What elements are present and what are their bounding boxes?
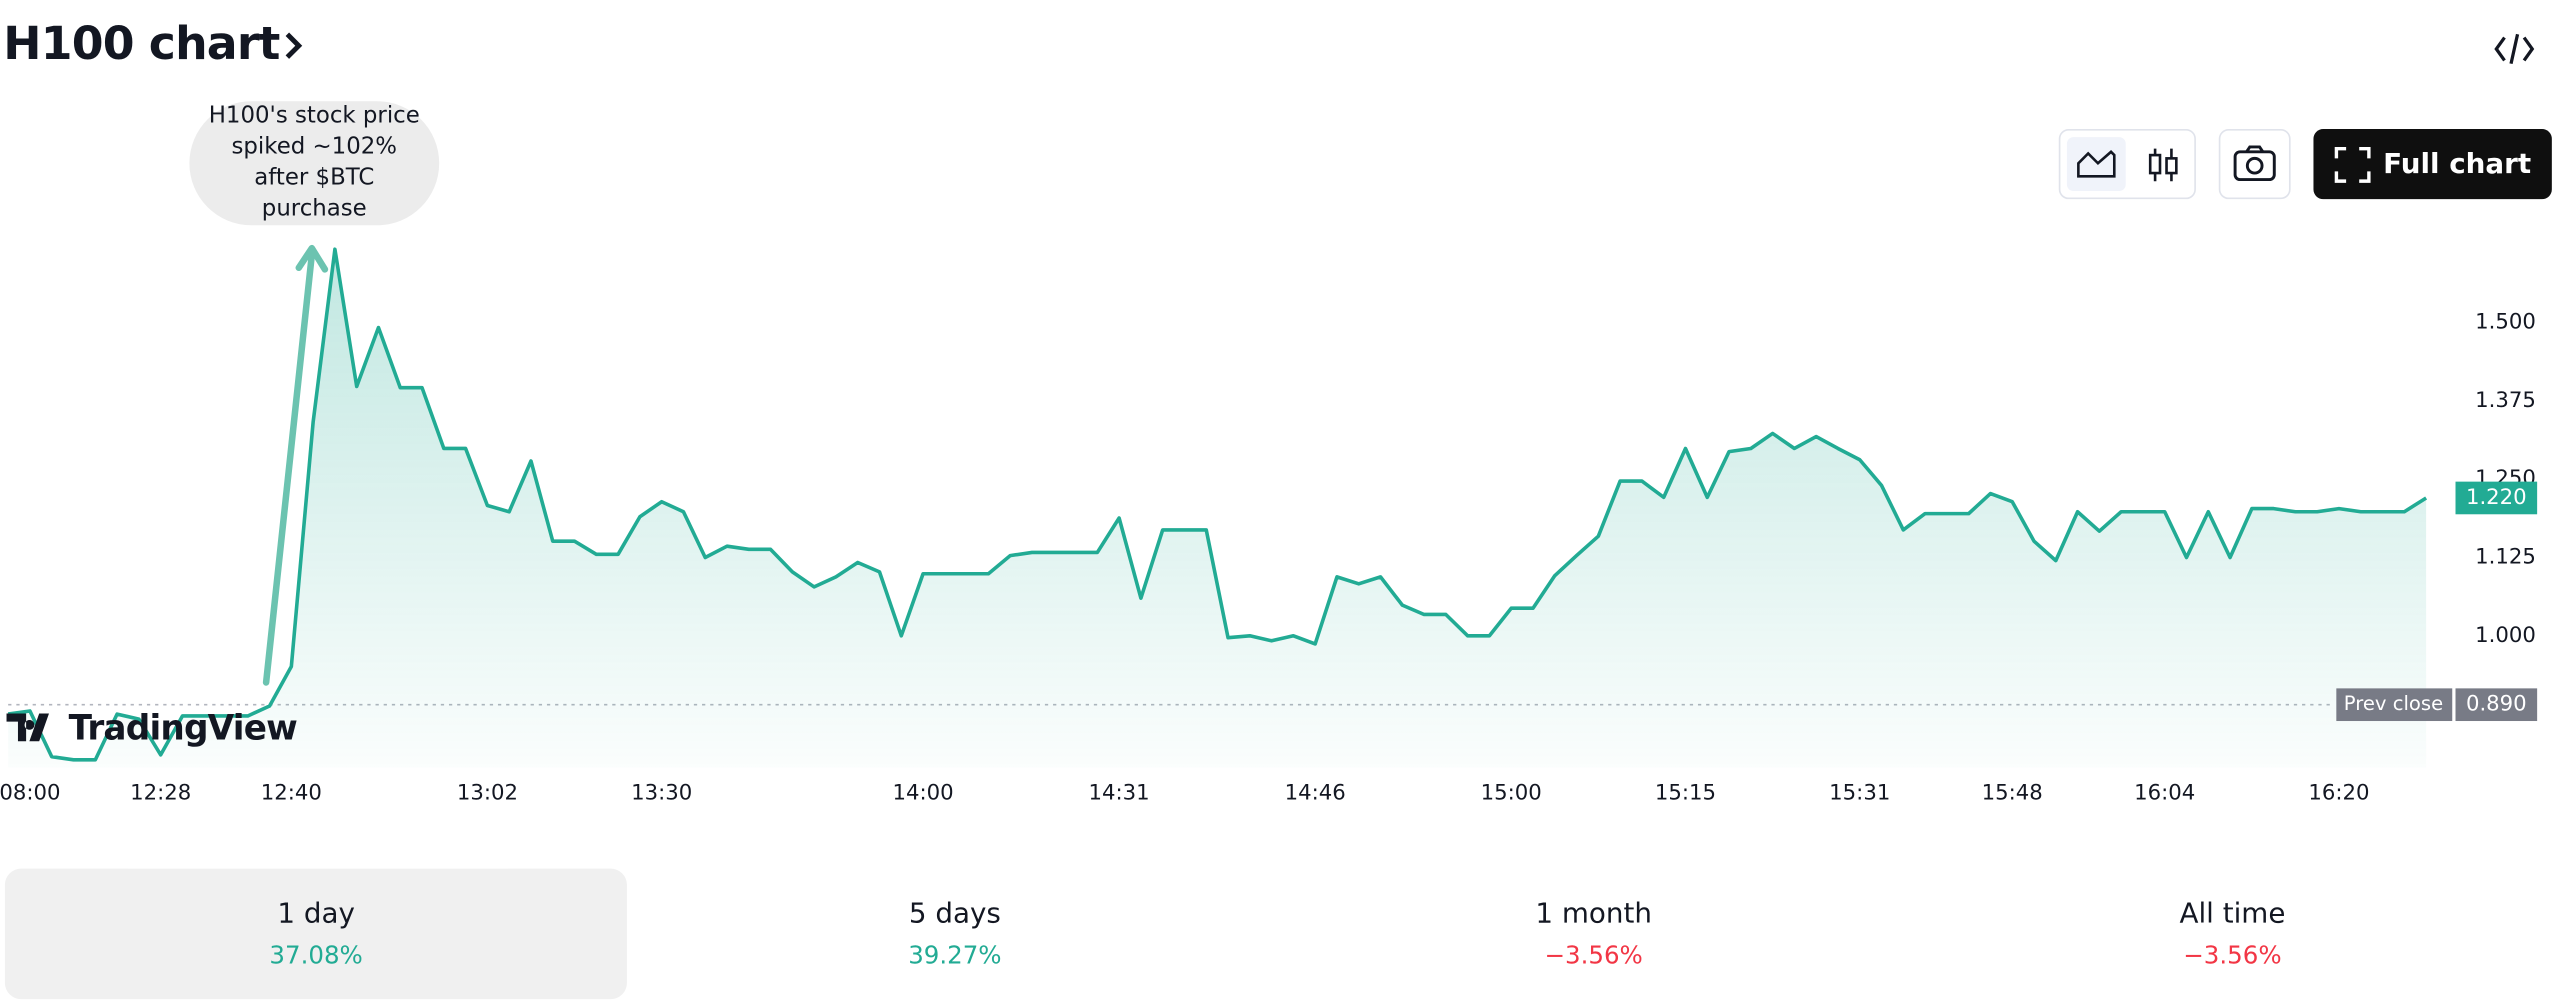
expand-icon xyxy=(2334,146,2371,183)
period-tab[interactable]: 1 month −3.56% xyxy=(1282,869,1904,1000)
prev-close-value: 0.890 xyxy=(2466,692,2527,717)
x-tick-label: 16:04 xyxy=(2134,780,2195,805)
x-tick-label: 13:02 xyxy=(457,780,518,805)
camera-icon xyxy=(2233,145,2276,182)
x-tick-label: 13:30 xyxy=(631,780,692,805)
x-tick-label: 14:31 xyxy=(1089,780,1150,805)
watermark: TradingView xyxy=(6,708,298,748)
area xyxy=(8,249,2427,768)
period-change: −3.56% xyxy=(1544,940,1643,970)
period-tab[interactable]: 5 days 39.27% xyxy=(644,869,1266,1000)
chart-heading[interactable]: H100 chart xyxy=(3,16,305,70)
annotation-arrow xyxy=(262,251,316,686)
x-tick-label: 12:40 xyxy=(261,780,322,805)
chevron-icon xyxy=(286,32,303,59)
chart-style-group xyxy=(2058,128,2196,200)
annotation-arrowhead xyxy=(295,244,329,273)
prev-close-label: Prev close xyxy=(2344,692,2443,715)
period-label: All time xyxy=(2179,897,2286,931)
last-price-label: 1.220 xyxy=(2466,485,2527,510)
period-label: 5 days xyxy=(908,897,1001,931)
x-tick-label: 12:28 xyxy=(130,780,191,805)
x-tick-label: 15:31 xyxy=(1829,780,1890,805)
full-chart-label: Full chart xyxy=(2383,147,2532,181)
period-tab[interactable]: All time −3.56% xyxy=(1921,869,2543,1000)
x-tick-label: 15:15 xyxy=(1655,780,1716,805)
prev-close-box xyxy=(2336,688,2453,722)
y-tick-label: 1.500 xyxy=(2475,310,2536,335)
y-tick-label: 1.125 xyxy=(2475,544,2536,569)
watermark-text: TradingView xyxy=(69,708,298,748)
period-label: 1 month xyxy=(1535,897,1652,931)
period-tabs: 1 day 37.08% 5 days 39.27% 1 month −3.56% All … xyxy=(4,868,2560,1000)
x-tick-label: 16:20 xyxy=(2308,780,2369,805)
last-price-box xyxy=(2455,481,2538,515)
period-label: 1 day xyxy=(277,897,355,931)
annotation: H100's stock price spiked ~102% after $B… xyxy=(189,101,440,226)
x-tick-label: 08:00 xyxy=(0,780,61,805)
watermark-logo xyxy=(6,713,49,742)
prev-close-value-box xyxy=(2455,688,2538,722)
x-tick-label: 14:00 xyxy=(892,780,953,805)
embed-icon[interactable] xyxy=(2493,29,2535,68)
period-change: −3.56% xyxy=(2183,940,2282,970)
screenshot-button[interactable] xyxy=(2218,128,2291,200)
x-tick-label: 15:48 xyxy=(1982,780,2043,805)
candle-style-button[interactable] xyxy=(2136,137,2192,191)
period-tab[interactable]: 1 day 37.08% xyxy=(4,868,628,1000)
title-text: H100 chart xyxy=(3,16,280,71)
x-tick-label: 15:00 xyxy=(1481,780,1542,805)
price-line xyxy=(7,247,2428,762)
area-icon xyxy=(2077,150,2116,178)
area-style-button[interactable] xyxy=(2066,137,2126,192)
full-chart-button[interactable]: Full chart xyxy=(2313,128,2552,200)
period-change: 39.27% xyxy=(908,940,1002,970)
period-change: 37.08% xyxy=(269,940,363,970)
y-tick-label: 1.000 xyxy=(2475,623,2536,648)
x-tick-label: 14:46 xyxy=(1285,780,1346,805)
y-tick-label: 1.375 xyxy=(2475,388,2536,413)
